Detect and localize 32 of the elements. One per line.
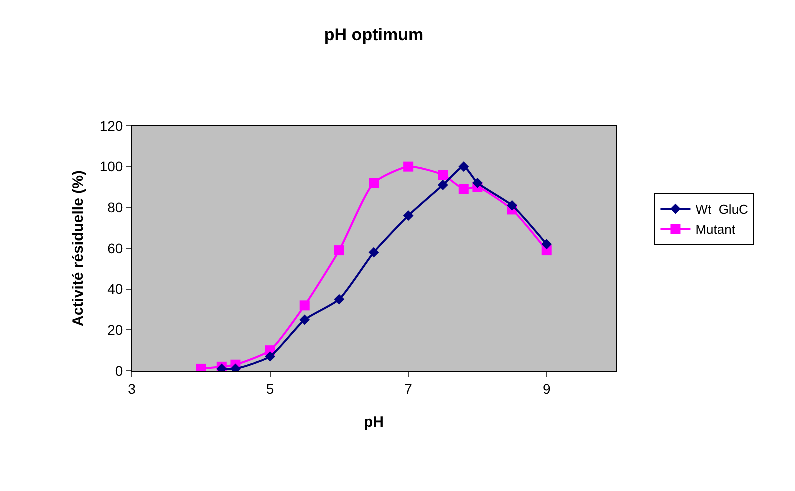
point — [334, 294, 345, 305]
point — [369, 178, 379, 188]
y-tick-label: 80 — [108, 200, 124, 216]
point — [368, 247, 380, 258]
point — [438, 170, 448, 180]
y-tick-label: 120 — [100, 118, 124, 134]
point — [507, 200, 518, 211]
point — [300, 314, 310, 326]
legend-label: Wt GluC — [696, 202, 748, 218]
y-tick-label: 20 — [108, 322, 124, 338]
point — [472, 178, 483, 188]
point — [458, 162, 470, 172]
x-axis-title: pH — [364, 414, 384, 431]
y-tick-label: 60 — [108, 240, 124, 256]
point — [403, 210, 414, 222]
legend-label: Mutant — [696, 222, 736, 238]
point — [438, 180, 448, 190]
chart-title: pH optimum — [324, 25, 424, 44]
x-tick-label: 3 — [128, 380, 136, 397]
x-tick-label: 7 — [404, 380, 413, 397]
x-tick-label: 5 — [266, 380, 274, 397]
point — [458, 184, 469, 194]
y-tick-label: 100 — [100, 158, 124, 175]
point — [334, 246, 344, 256]
point — [265, 352, 276, 362]
y-tick-label: 40 — [108, 281, 124, 298]
x-tick-label: 9 — [542, 380, 551, 397]
point — [404, 162, 414, 172]
point — [542, 239, 552, 250]
y-tick-label: 0 — [115, 362, 124, 379]
point — [300, 300, 310, 311]
y-axis-title: Activité résiduelle (%) — [70, 170, 88, 326]
